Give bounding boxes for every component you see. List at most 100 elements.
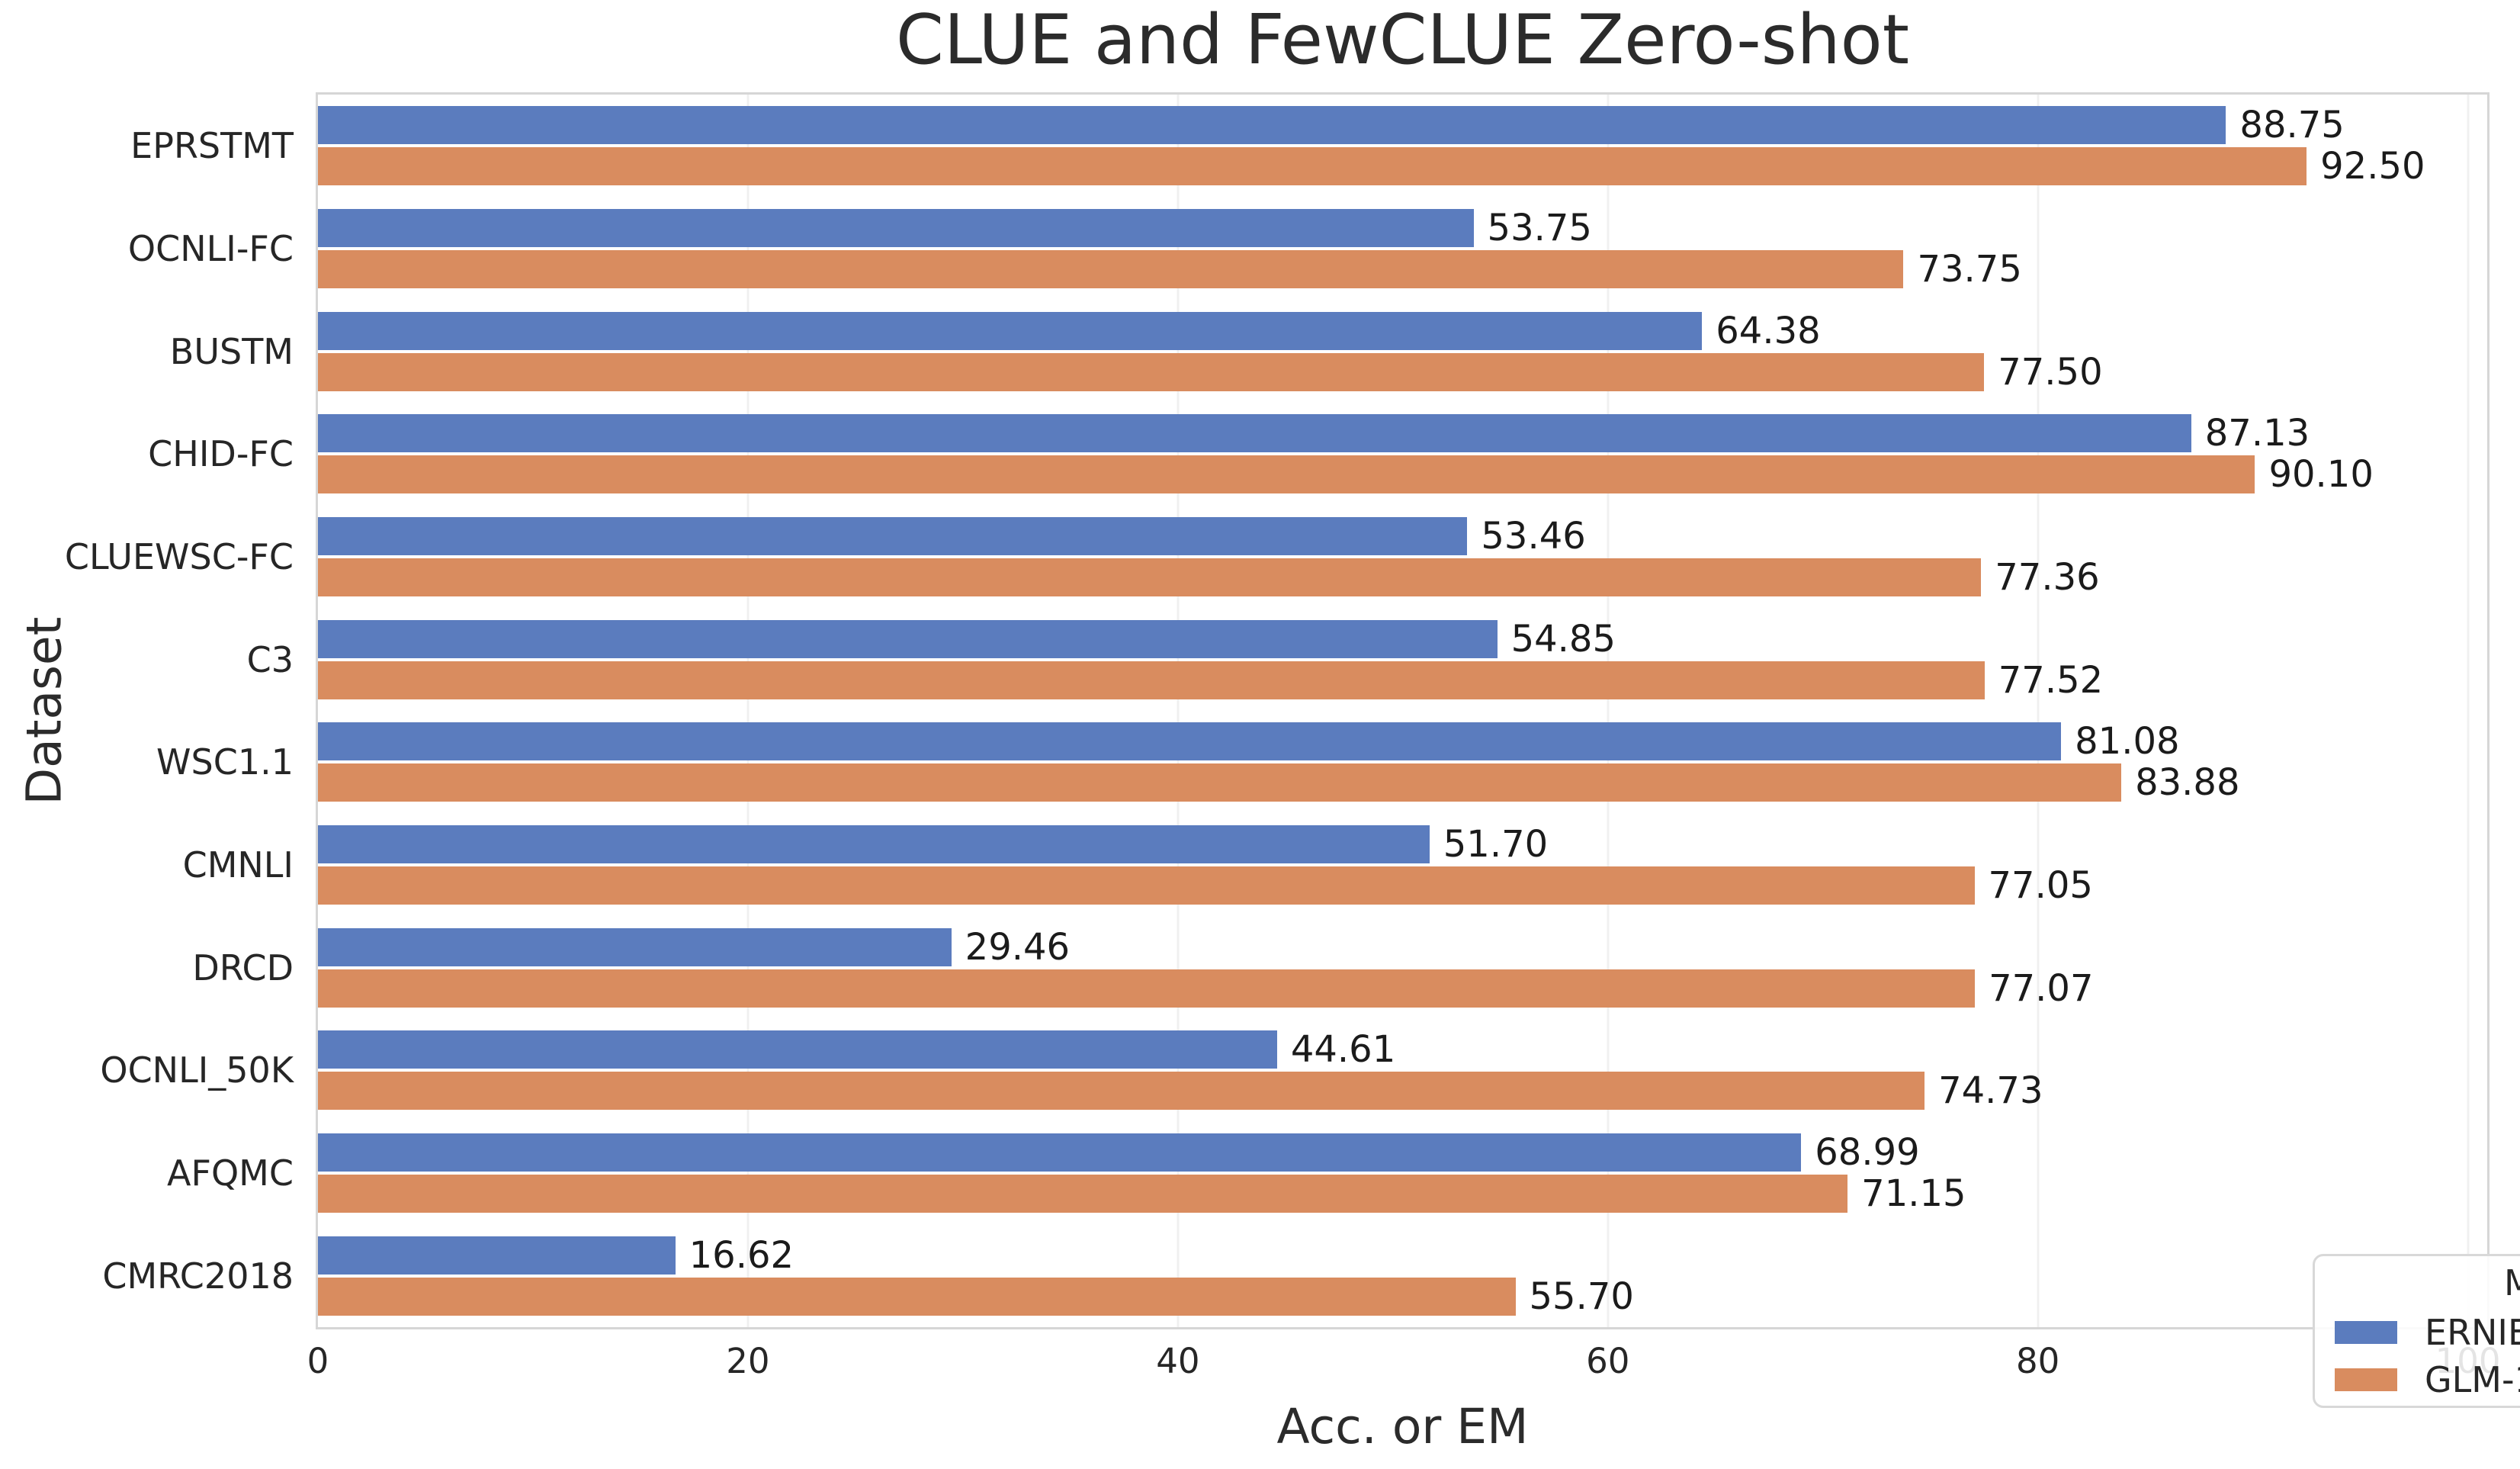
- bar: [318, 516, 1468, 555]
- bar-line: 53.46: [318, 514, 2487, 558]
- bar: [318, 352, 1985, 391]
- bar-group: 64.38 77.50: [318, 300, 2487, 403]
- bar-line: 55.70: [318, 1275, 2487, 1318]
- bar-value-label: 54.85: [1510, 617, 1616, 661]
- bar-group: 53.75 73.75: [318, 198, 2487, 301]
- legend-item-label: ERNIE 3.0 Titan (260B): [2425, 1311, 2520, 1353]
- bar: [318, 1030, 1277, 1069]
- category-label: WSC1.1: [156, 741, 294, 783]
- bar: [318, 106, 2226, 145]
- bar-group: 87.13 90.10: [318, 403, 2487, 506]
- legend-swatch: [2335, 1368, 2397, 1391]
- bar-value-label: 74.73: [1938, 1069, 2043, 1113]
- bar-group: 54.85 77.52: [318, 608, 2487, 711]
- bar-group: 51.70 77.05: [318, 814, 2487, 917]
- bar-value-label: 77.50: [1998, 350, 2103, 394]
- bar-line: 68.99: [318, 1133, 2487, 1172]
- category-label: DRCD: [192, 947, 294, 988]
- bar-value-label: 90.10: [2268, 453, 2374, 497]
- bar-line: 77.50: [318, 350, 2487, 394]
- bar-value-label: 77.36: [1995, 555, 2100, 599]
- bar: [318, 619, 1498, 658]
- category-label: CMNLI: [182, 844, 294, 886]
- x-tick-label: 0: [307, 1341, 329, 1381]
- bar: [318, 558, 1982, 596]
- gridline: [1607, 95, 1610, 1327]
- bar-value-label: 53.46: [1481, 514, 1586, 558]
- bar-line: 29.46: [318, 925, 2487, 969]
- bar-line: 71.15: [318, 1172, 2487, 1215]
- bar-value-label: 73.75: [1917, 247, 2022, 291]
- category-label: CHID-FC: [148, 433, 294, 475]
- legend-items: ERNIE 3.0 Titan (260B) GLM-130B: [2315, 1309, 2520, 1403]
- bar-value-label: 83.88: [2135, 761, 2240, 805]
- category-label: EPRSTMT: [130, 125, 294, 167]
- bar-line: 87.13: [318, 414, 2487, 453]
- gridline: [2467, 95, 2470, 1327]
- bar-line: 77.07: [318, 969, 2487, 1008]
- bar-value-label: 55.70: [1529, 1275, 1634, 1318]
- bar-line: 77.36: [318, 558, 2487, 596]
- bar-value-label: 77.52: [1998, 658, 2104, 702]
- bar: [318, 1174, 1848, 1213]
- bar: [318, 661, 1985, 699]
- bar-line: 16.62: [318, 1236, 2487, 1275]
- bar-group: 29.46 77.07: [318, 916, 2487, 1019]
- legend-item: GLM-130B: [2315, 1356, 2520, 1403]
- bar-line: 77.52: [318, 661, 2487, 699]
- gridline: [746, 95, 750, 1327]
- bar-line: 88.75: [318, 104, 2487, 147]
- bar-line: 51.70: [318, 825, 2487, 863]
- category-label: BUSTM: [169, 330, 294, 372]
- bar-value-label: 88.75: [2239, 104, 2345, 147]
- y-axis-title: Dataset: [16, 616, 72, 805]
- bar-line: 54.85: [318, 617, 2487, 661]
- chart-title: CLUE and FewCLUE Zero-shot: [896, 0, 1909, 80]
- bar: [318, 1236, 676, 1275]
- bar-value-label: 16.62: [689, 1233, 795, 1277]
- bar-value-label: 77.07: [1989, 966, 2094, 1010]
- bar: [318, 866, 1975, 905]
- legend-item-label: GLM-130B: [2425, 1358, 2520, 1400]
- bar-group: 88.75 92.50: [318, 95, 2487, 198]
- bar-line: 90.10: [318, 453, 2487, 497]
- bar-line: 64.38: [318, 311, 2487, 350]
- x-tick-label: 40: [1156, 1341, 1200, 1381]
- bar-line: 73.75: [318, 247, 2487, 291]
- bar: [318, 969, 1976, 1008]
- bar: [318, 1277, 1516, 1316]
- legend-swatch: [2335, 1320, 2397, 1344]
- bar-value-label: 29.46: [965, 925, 1071, 969]
- category-label: CMRC2018: [102, 1255, 294, 1297]
- category-label: CLUEWSC-FC: [64, 536, 294, 577]
- x-axis-title: Acc. or EM: [1276, 1399, 1529, 1455]
- bar-group: 16.62 55.70: [318, 1224, 2487, 1327]
- bar: [318, 455, 2255, 494]
- gridline: [2037, 95, 2040, 1327]
- bar-value-label: 71.15: [1861, 1172, 1966, 1215]
- category-label: C3: [246, 638, 294, 680]
- bar: [318, 414, 2191, 453]
- bar-value-label: 53.75: [1487, 206, 1592, 249]
- category-label: AFQMC: [167, 1152, 294, 1194]
- bar-group: 44.61 74.73: [318, 1019, 2487, 1122]
- gridline: [1177, 95, 1180, 1327]
- x-tick-label: 60: [1586, 1341, 1630, 1381]
- bar-line: 92.50: [318, 147, 2487, 186]
- bar-group: 53.46 77.36: [318, 506, 2487, 609]
- bar-group: 81.08 83.88: [318, 711, 2487, 814]
- legend-item: ERNIE 3.0 Titan (260B): [2315, 1309, 2520, 1356]
- bar-value-label: 81.08: [2075, 720, 2180, 763]
- bar: [318, 927, 952, 966]
- bar: [318, 722, 2062, 761]
- x-tick-label: 80: [2016, 1341, 2060, 1381]
- category-label: OCNLI_50K: [100, 1050, 294, 1091]
- bar-value-label: 51.70: [1443, 822, 1549, 866]
- bar-line: 44.61: [318, 1030, 2487, 1069]
- legend: Model ERNIE 3.0 Titan (260B) GLM-130B: [2313, 1254, 2520, 1408]
- bar: [318, 249, 1904, 288]
- bar-line: 77.05: [318, 866, 2487, 905]
- bar-line: 53.75: [318, 206, 2487, 249]
- bar: [318, 1072, 1925, 1111]
